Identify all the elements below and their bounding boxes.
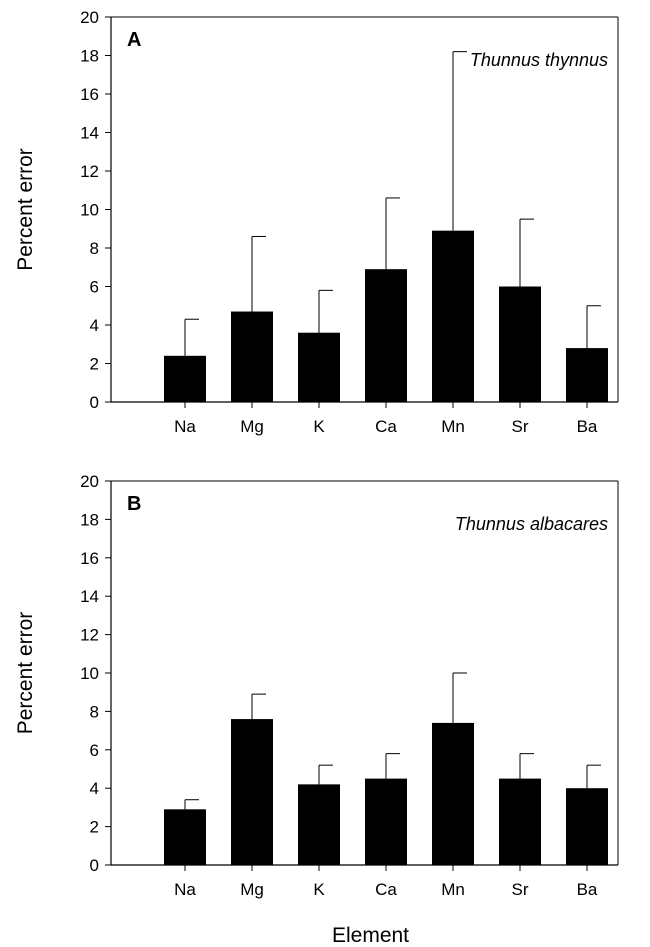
y-tick-label: 0 bbox=[90, 856, 99, 875]
bar-ba bbox=[566, 788, 608, 865]
y-tick-label: 16 bbox=[80, 549, 99, 568]
bar-k bbox=[298, 332, 340, 402]
x-tick-label: Mn bbox=[441, 880, 465, 899]
y-tick-label: 12 bbox=[80, 626, 99, 645]
bar-ca bbox=[365, 269, 407, 402]
y-tick-label: 20 bbox=[80, 8, 99, 27]
y-tick-label: 2 bbox=[90, 355, 99, 374]
y-tick-label: 6 bbox=[90, 741, 99, 760]
y-tick-label: 10 bbox=[80, 664, 99, 683]
x-tick-label: K bbox=[313, 880, 325, 899]
x-tick-label: Na bbox=[174, 417, 196, 436]
x-tick-label: Sr bbox=[512, 417, 529, 436]
panel-a: A Thunnus thynnus Percent error 0 2 4 6 8 10 1… bbox=[14, 8, 619, 436]
y-axis-title: Percent error bbox=[14, 612, 37, 735]
x-tick-label: Sr bbox=[512, 880, 529, 899]
y-tick-label: 10 bbox=[80, 201, 99, 220]
bar-mn bbox=[432, 230, 474, 402]
y-tick-label: 18 bbox=[80, 510, 99, 529]
x-tick-label: Ca bbox=[375, 417, 397, 436]
y-tick-label: 18 bbox=[80, 47, 99, 66]
bar-sr bbox=[499, 286, 541, 402]
x-tick-label: K bbox=[313, 417, 325, 436]
bar-mn bbox=[432, 722, 474, 865]
y-tick-label: 16 bbox=[80, 85, 99, 104]
y-tick-label: 12 bbox=[80, 162, 99, 181]
x-tick-label: Ba bbox=[577, 880, 598, 899]
bar-sr bbox=[499, 778, 541, 865]
bar-na bbox=[164, 355, 206, 402]
x-tick-label: Na bbox=[174, 880, 196, 899]
species-annotation: Thunnus thynnus bbox=[470, 50, 608, 70]
y-tick-label: 2 bbox=[90, 818, 99, 837]
y-tick-label: 4 bbox=[90, 779, 99, 798]
y-tick-label: 4 bbox=[90, 316, 99, 335]
x-tick-label: Mg bbox=[240, 880, 264, 899]
x-axis-title: Element bbox=[332, 924, 409, 947]
panel-label: A bbox=[127, 29, 141, 51]
bar-mg bbox=[231, 311, 273, 402]
x-tick-label: Mn bbox=[441, 417, 465, 436]
panel-label: B bbox=[127, 493, 141, 515]
species-annotation: Thunnus albacares bbox=[455, 514, 608, 534]
y-tick-label: 6 bbox=[90, 278, 99, 297]
bar-mg bbox=[231, 719, 273, 865]
bar-k bbox=[298, 784, 340, 865]
y-tick-label: 20 bbox=[80, 472, 99, 491]
y-tick-label: 14 bbox=[80, 587, 99, 606]
y-tick-label: 14 bbox=[80, 124, 99, 143]
y-tick-label: 8 bbox=[90, 702, 99, 721]
bar-ba bbox=[566, 348, 608, 402]
x-tick-label: Mg bbox=[240, 417, 264, 436]
panel-b: B Thunnus albacares Percent error Elemen… bbox=[14, 472, 619, 947]
bar-na bbox=[164, 809, 206, 865]
y-axis-title: Percent error bbox=[14, 148, 37, 271]
y-tick-label: 8 bbox=[90, 239, 99, 258]
bar-ca bbox=[365, 778, 407, 865]
y-tick-label: 0 bbox=[90, 393, 99, 412]
x-tick-label: Ba bbox=[577, 417, 598, 436]
x-tick-label: Ca bbox=[375, 880, 397, 899]
